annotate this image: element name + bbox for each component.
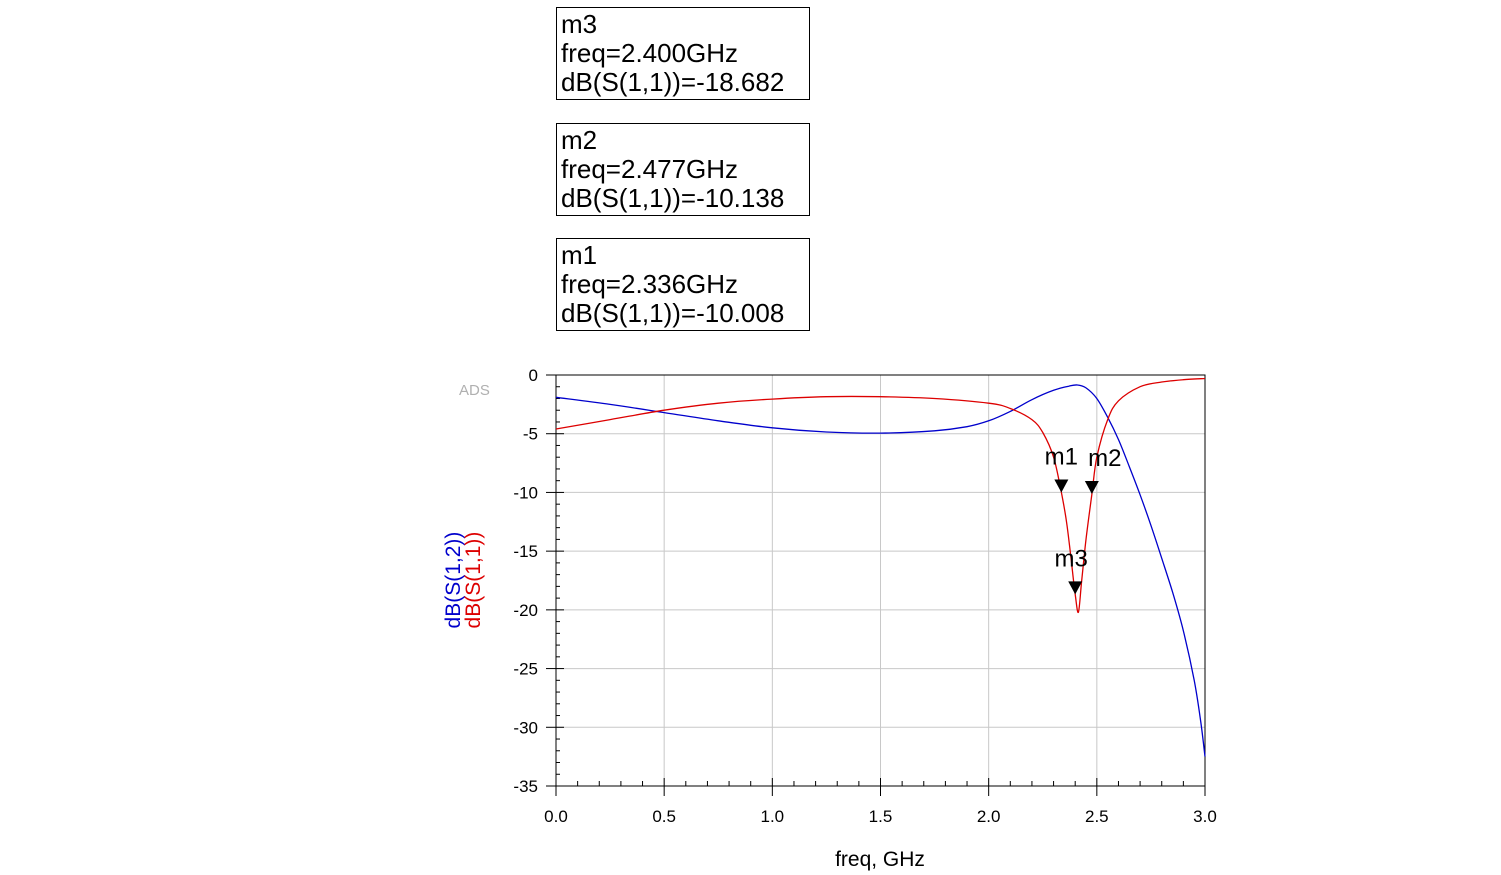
y-tick-label: -30 xyxy=(513,718,538,737)
marker-value: dB(S(1,1))=-10.008 xyxy=(561,298,785,328)
x-tick-label: 2.5 xyxy=(1085,807,1109,826)
marker-label-m2: m2 xyxy=(1088,445,1121,472)
y-tick-label: -15 xyxy=(513,542,538,561)
y-tick-label: -20 xyxy=(513,601,538,620)
y-axis-ticks: 0 -5 -10 -15 -20 -25 -30 -35 xyxy=(513,366,556,796)
marker-label-m1: m1 xyxy=(1045,444,1078,471)
watermark: ADS xyxy=(459,382,490,399)
marker-value: dB(S(1,1))=-18.682 xyxy=(561,67,785,97)
marker-freq: freq=2.477GHz xyxy=(561,154,739,184)
marker-triangle-m1[interactable] xyxy=(1054,479,1069,493)
marker-freq: freq=2.400GHz xyxy=(561,38,739,68)
y-tick-label: -25 xyxy=(513,660,538,679)
marker-label-m3: m3 xyxy=(1055,545,1088,572)
y-tick-label: -5 xyxy=(523,425,538,444)
series-line-s12 xyxy=(555,384,1206,757)
marker-name: m3 xyxy=(561,9,598,39)
y-axis-title-s12: dB(S(1,2)) xyxy=(442,532,465,629)
marker-triangle-m3[interactable] xyxy=(1068,581,1083,595)
markers: m1 m2 m3 xyxy=(1045,444,1122,595)
series-line-s11 xyxy=(555,377,1206,614)
marker-name: m2 xyxy=(561,125,598,155)
x-tick-label: 3.0 xyxy=(1193,807,1217,826)
grid xyxy=(555,374,1206,787)
x-tick-label: 2.0 xyxy=(977,807,1001,826)
marker-readout-m2[interactable]: m2 freq=2.477GHz dB(S(1,1))=-10.138 xyxy=(556,123,810,216)
x-tick-label: 1.0 xyxy=(761,807,785,826)
marker-name: m1 xyxy=(561,240,598,270)
marker-value: dB(S(1,1))=-10.138 xyxy=(561,183,785,213)
y-tick-label: -35 xyxy=(513,777,538,796)
x-axis-ticks: 0.0 0.5 1.0 1.5 2.0 2.5 3.0 xyxy=(544,786,1217,826)
x-tick-label: 0.0 xyxy=(544,807,568,826)
x-tick-label: 0.5 xyxy=(652,807,676,826)
y-tick-label: 0 xyxy=(529,366,538,385)
y-axis-titles: dB(S(1,2))dB(S(1,1)) xyxy=(442,532,485,629)
marker-readout-m3[interactable]: m3 freq=2.400GHz dB(S(1,1))=-18.682 xyxy=(556,7,810,100)
y-tick-label: -10 xyxy=(513,483,538,502)
marker-readout-m1[interactable]: m1 freq=2.336GHz dB(S(1,1))=-10.008 xyxy=(556,238,810,331)
marker-freq: freq=2.336GHz xyxy=(561,269,739,299)
minor-ticks xyxy=(555,374,1206,787)
y-axis-title-s11: dB(S(1,1)) xyxy=(462,532,485,629)
series-lines xyxy=(555,377,1206,757)
x-axis-title: freq, GHz xyxy=(835,848,925,871)
x-tick-label: 1.5 xyxy=(869,807,893,826)
marker-triangle-m2[interactable] xyxy=(1084,481,1099,495)
